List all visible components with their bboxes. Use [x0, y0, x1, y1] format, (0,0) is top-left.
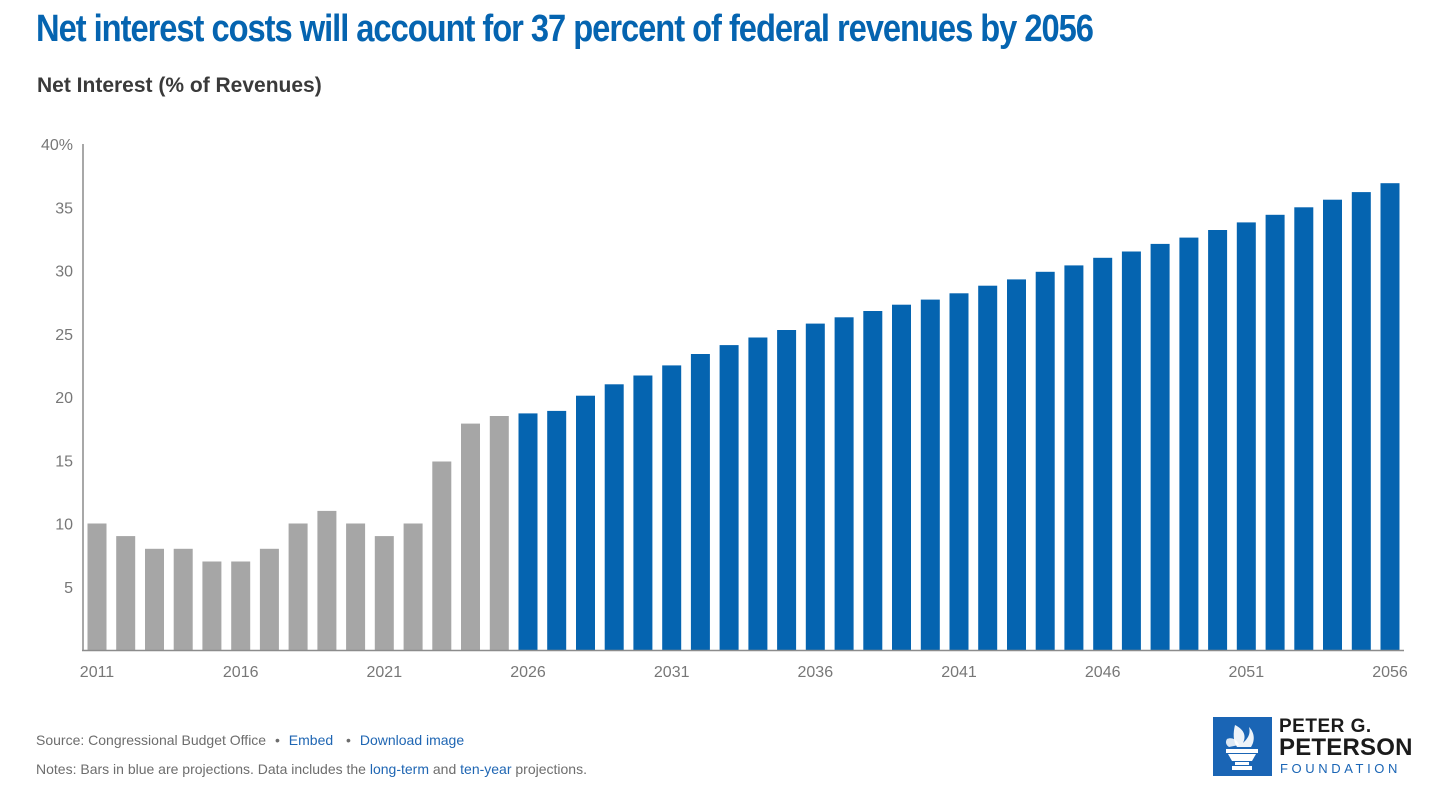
projection-bar-2048: [1150, 243, 1170, 650]
projection-bar-2026: [518, 413, 538, 650]
y-tick-label: 40%: [41, 137, 73, 154]
x-tick-label: 2016: [223, 664, 259, 681]
historical-bar-2014: [173, 548, 193, 650]
long-term-link[interactable]: long-term: [369, 761, 429, 777]
historical-bar-2018: [288, 523, 308, 650]
projection-bar-2033: [719, 345, 739, 650]
separator-dot: •: [275, 732, 280, 748]
chart-title: Net interest costs will account for 37 p…: [36, 8, 1094, 50]
peterson-foundation-logo[interactable]: PETER G. PETERSON FOUNDATION: [1213, 716, 1418, 777]
projection-bar-2040: [920, 299, 940, 650]
projection-bar-2034: [748, 337, 768, 650]
projection-bar-2035: [777, 330, 797, 650]
projection-bar-2030: [633, 375, 653, 650]
x-tick-label: 2021: [367, 664, 403, 681]
historical-bar-2017: [259, 548, 279, 650]
x-tick-label: 2011: [80, 664, 115, 681]
projection-bar-2041: [949, 293, 969, 650]
x-tick-label: 2051: [1229, 664, 1265, 681]
x-tick-label: 2026: [510, 664, 546, 681]
projection-bar-2029: [604, 384, 624, 650]
x-tick-labels: 2011 2016 2021 2026 2031 2036 2041 2046 2051 2056: [80, 664, 1408, 681]
notes-line: Notes: Bars in blue are projections. Dat…: [36, 761, 587, 777]
bar-chart: 5 10 15 20 25 30 35 40% 2011 2016 2021 2026 2031 203…: [41, 137, 1408, 681]
historical-bar-2025: [489, 416, 509, 650]
projection-bar-2047: [1121, 251, 1141, 650]
x-tick-label: 2031: [654, 664, 690, 681]
projection-bar-2055: [1351, 192, 1371, 650]
projection-bar-2054: [1323, 199, 1342, 650]
x-tick-label: 2036: [798, 664, 834, 681]
historical-bar-2020: [346, 523, 366, 650]
logo-text-line3: FOUNDATION: [1280, 761, 1401, 776]
bars-group: [87, 183, 1400, 651]
projection-bar-2042: [978, 285, 998, 650]
projection-bar-2027: [547, 410, 567, 650]
projection-bar-2045: [1064, 265, 1084, 650]
historical-bar-2023: [432, 461, 452, 650]
projection-bar-2051: [1236, 222, 1256, 650]
projection-bar-2043: [1007, 279, 1026, 650]
notes-text: Notes: Bars in blue are projections. Dat…: [36, 761, 366, 777]
source-text: Source: Congressional Budget Office: [36, 732, 267, 748]
logo-text-line1: PETER G.: [1279, 716, 1372, 737]
x-tick-label: 2056: [1372, 664, 1408, 681]
projection-bar-2037: [834, 317, 854, 650]
y-tick-label: 15: [55, 453, 73, 470]
x-tick-label: 2041: [941, 664, 977, 681]
historical-bar-2024: [461, 423, 480, 650]
historical-bar-2011: [87, 523, 107, 650]
notes-text-end: projections.: [515, 761, 587, 777]
chart-subtitle: Net Interest (% of Revenues): [37, 74, 322, 97]
projection-bar-2031: [662, 365, 682, 650]
download-image-link[interactable]: Download image: [359, 732, 465, 748]
projection-bar-2052: [1265, 214, 1285, 651]
y-tick-label: 35: [55, 200, 73, 217]
torch-icon: [1213, 717, 1272, 776]
logo-text-line2: PETERSON: [1279, 734, 1413, 761]
projection-bar-2056: [1380, 183, 1400, 650]
historical-bar-2016: [231, 561, 251, 650]
projection-bar-2032: [690, 354, 710, 650]
historical-bar-2013: [145, 548, 164, 650]
y-tick-label: 5: [64, 580, 73, 597]
y-tick-label: 25: [55, 327, 73, 344]
historical-bar-2022: [403, 523, 423, 650]
y-tick-label: 20: [55, 390, 73, 407]
projection-bar-2044: [1035, 271, 1055, 650]
y-tick-labels: 5 10 15 20 25 30 35 40%: [41, 137, 73, 597]
historical-bar-2021: [374, 536, 394, 650]
projection-bar-2046: [1093, 257, 1113, 650]
y-tick-label: 30: [55, 264, 73, 281]
projection-bar-2049: [1179, 237, 1199, 650]
historical-bar-2015: [202, 561, 222, 650]
y-tick-label: 10: [55, 517, 73, 534]
source-line: Source: Congressional Budget Office • Em…: [36, 732, 464, 748]
historical-bar-2019: [317, 510, 337, 650]
notes-text-and: and: [432, 761, 457, 777]
embed-link[interactable]: Embed: [288, 732, 334, 748]
projection-bar-2038: [863, 311, 883, 650]
x-tick-label: 2046: [1085, 664, 1121, 681]
projection-bar-2039: [892, 304, 911, 650]
projection-bar-2028: [576, 395, 595, 650]
separator-dot: •: [346, 732, 351, 748]
ten-year-link[interactable]: ten-year: [460, 761, 512, 777]
historical-bar-2012: [116, 536, 136, 650]
projection-bar-2053: [1294, 207, 1314, 651]
projection-bar-2050: [1208, 230, 1228, 650]
projection-bar-2036: [805, 323, 825, 650]
